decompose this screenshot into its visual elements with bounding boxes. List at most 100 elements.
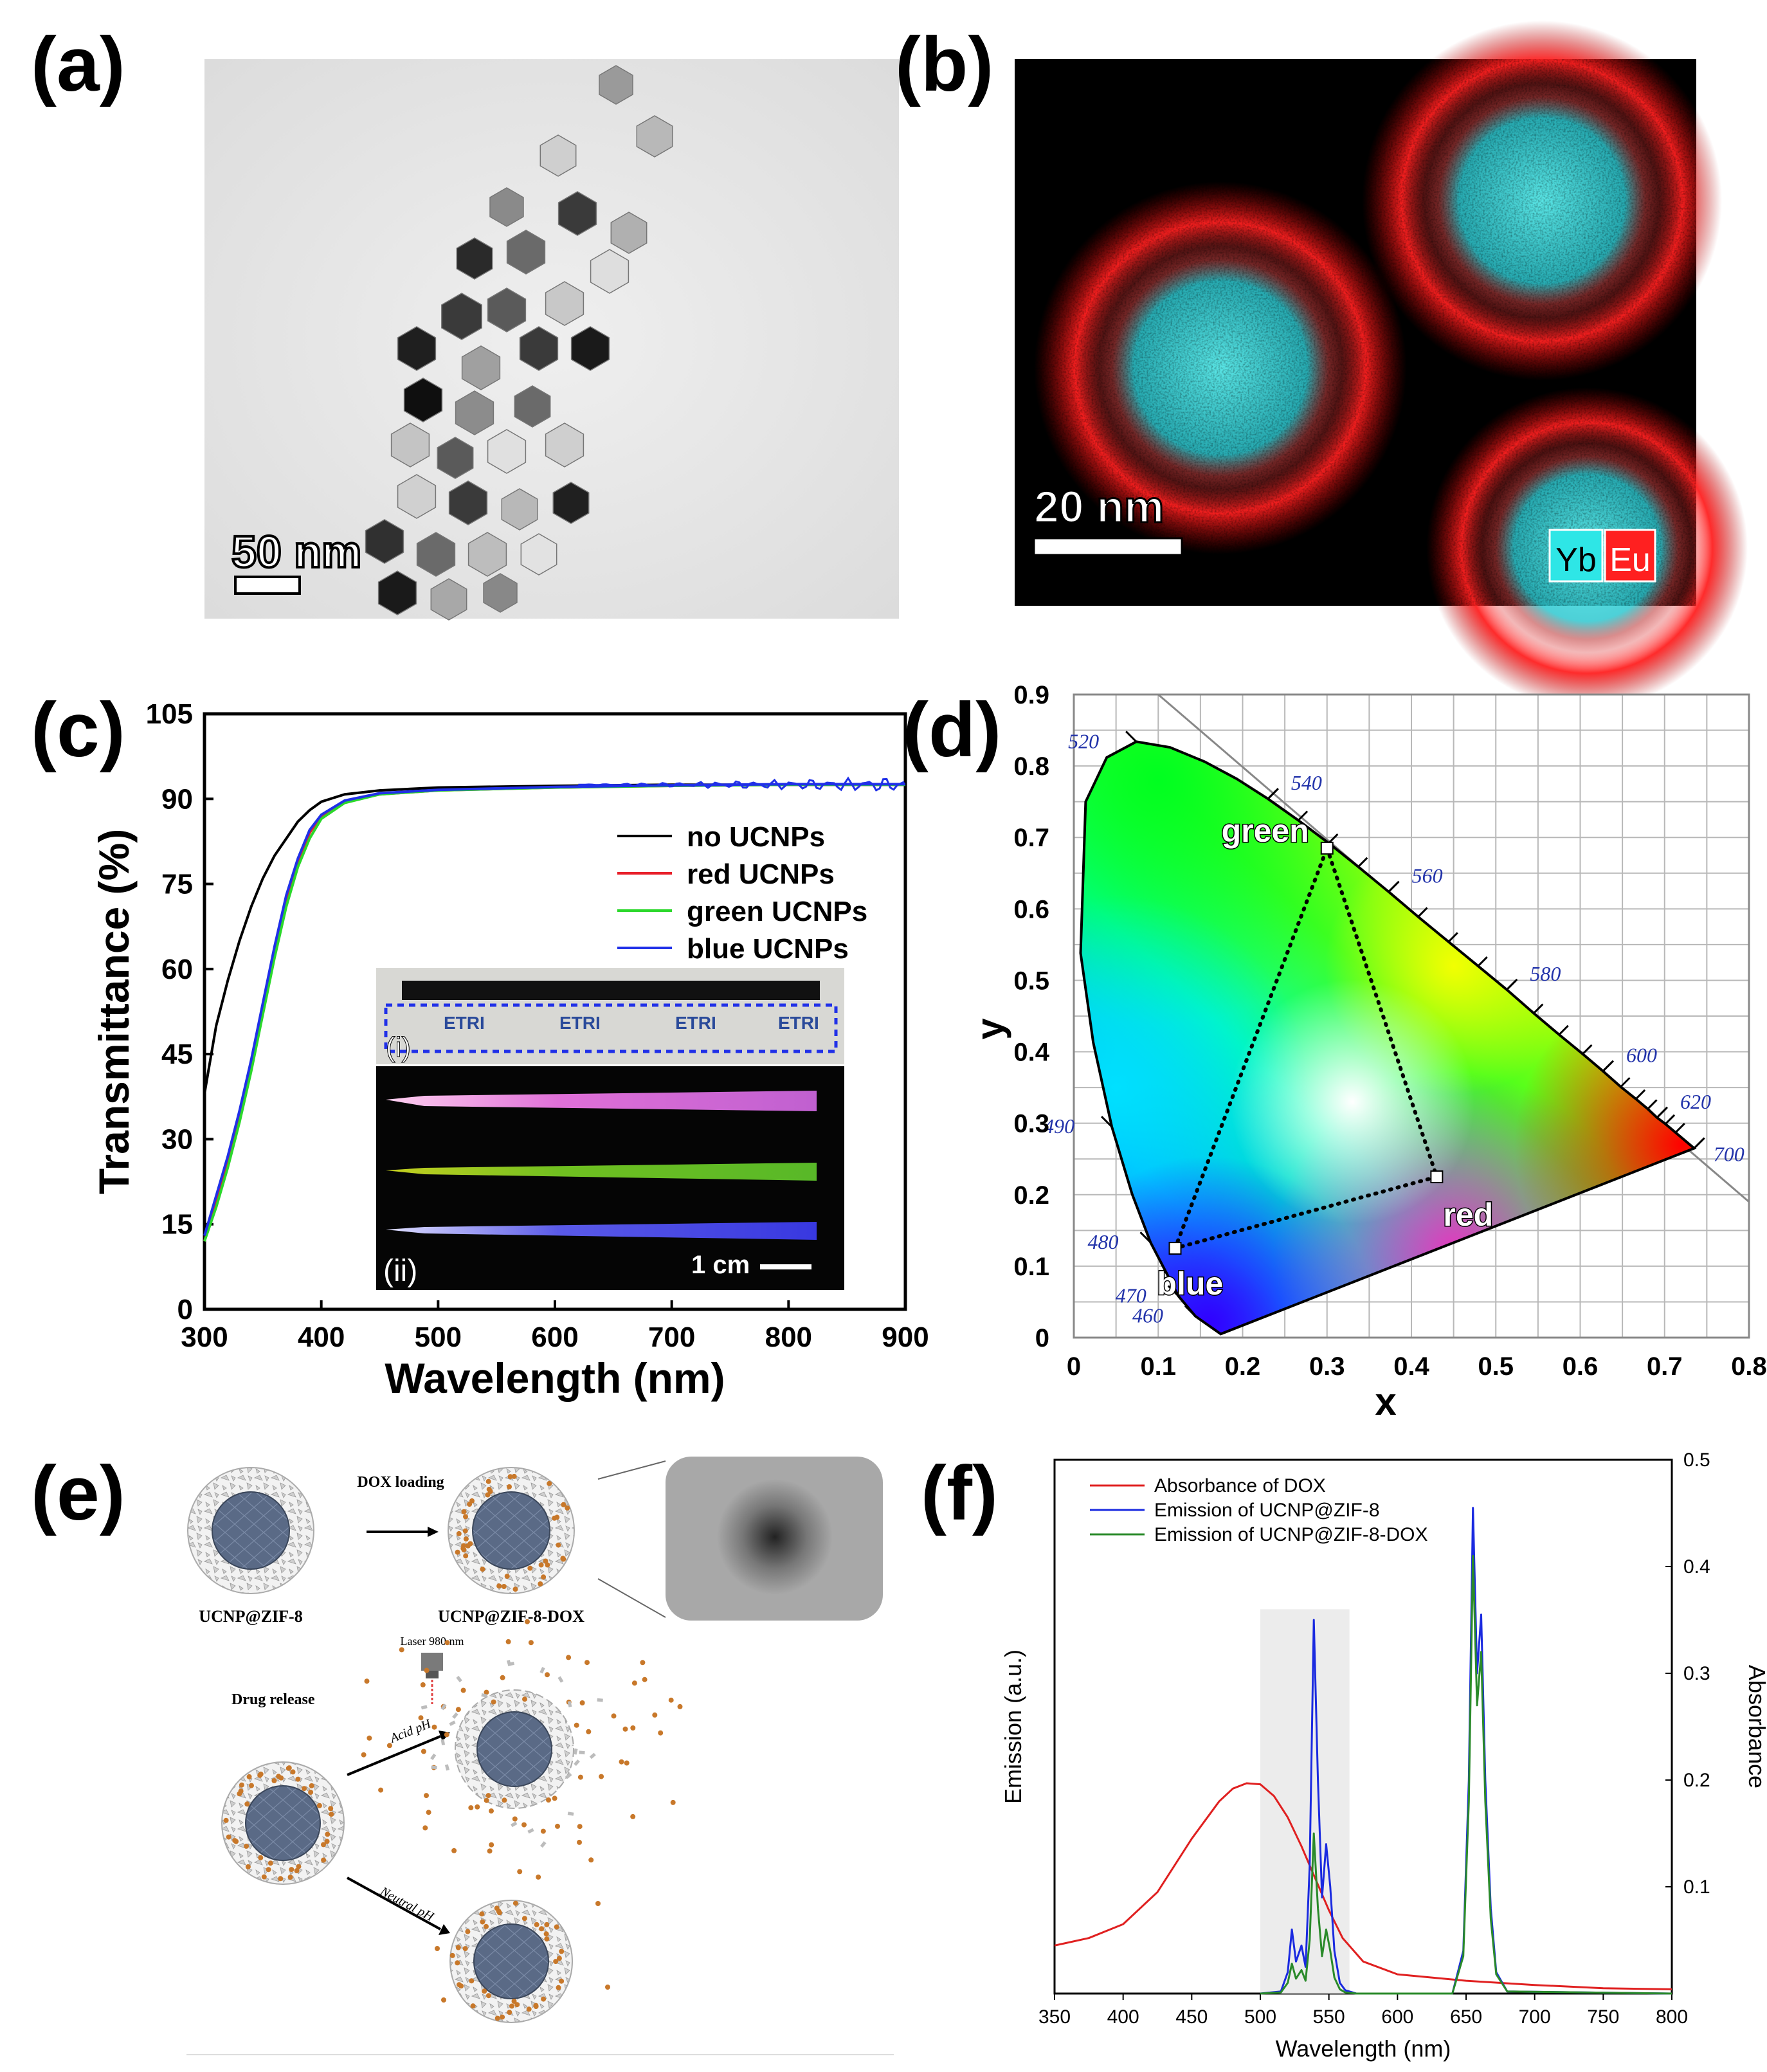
zif-fragment [440,1704,447,1711]
dox-molecule [309,1783,314,1788]
etri-logo-text: ETRI [444,1013,485,1033]
label-laser: Laser 980 nm [401,1635,464,1648]
dox-molecule [658,1730,664,1736]
label-dox-loading: DOX loading [357,1474,444,1491]
wavelength-label: 460 [1132,1304,1163,1327]
dox-molecule [538,1581,543,1586]
dox-molecule [509,2003,514,2009]
inset-label-i: (i) [386,1031,411,1063]
wavelength-label: 620 [1680,1090,1711,1113]
nanocrystal [365,519,404,564]
dox-molecule [540,1828,546,1834]
shaded-band [1260,1609,1350,1994]
wavelength-tick [1125,731,1137,743]
dox-molecule [526,2006,532,2012]
y-tick-label: 0 [177,1294,193,1325]
dox-molecule [577,1824,583,1830]
dox-molecule [588,1857,594,1863]
dox-molecule [500,1675,505,1680]
zif-fragment [579,1750,585,1755]
dox-molecule [489,1842,494,1848]
dox-molecule [544,1922,550,1927]
scale-bar-b-label: 20 nm [1034,482,1164,532]
chart-d-xlabel: x [1375,1380,1396,1423]
nanocrystal [489,187,524,227]
zif-fragment [456,1675,462,1683]
dox-molecule [599,1774,604,1779]
dox-molecule [462,1528,468,1534]
dox-molecule [533,2004,539,2010]
dox-molecule [421,1749,426,1754]
chart-f-emission: 350 400 450 500 550 600 650 700 750 800 0.1 0.2 0.3 0… [1000,1449,1767,2062]
x-tick-label: 400 [1107,2006,1139,2028]
dox-molecule [496,1583,502,1589]
dox-molecule [422,1825,428,1831]
chart-d-frame [1073,693,1750,1339]
dox-molecule [444,1640,450,1646]
dox-molecule [458,1983,464,1989]
y-tick-label: 0.5 [1013,967,1049,995]
dox-molecule [361,1752,367,1758]
zif-fragment [567,1812,574,1816]
dox-molecule [329,1812,334,1817]
nanocrystal [397,326,437,371]
ucnp-zif8-particle [187,1467,314,1594]
dox-molecule [233,1839,239,1844]
dox-molecule [271,1778,277,1783]
dox-molecule [324,1839,330,1844]
y-tick-label: 0.7 [1013,824,1049,852]
dox-molecule [460,1687,466,1693]
dox-molecule [449,1952,455,1958]
point-label-green: green [1222,813,1309,849]
nanocrystal [520,533,557,576]
panel-c-label: (c) [31,687,125,773]
dox-molecule [244,1843,249,1849]
dox-molecule [487,1848,493,1854]
dox-molecule [546,1797,551,1803]
dox-molecule [486,1486,492,1492]
dox-molecule [267,1860,273,1866]
dox-molecule [386,1743,392,1749]
nanocrystal [519,326,559,371]
plateau-noise [578,776,905,792]
dox-molecule [364,1678,370,1684]
dox-molecule [484,1797,489,1803]
x-tick-label: 0.6 [1563,1352,1599,1381]
wavelength-label: 470 [1116,1284,1146,1307]
dox-molecule [547,1480,552,1486]
dox-molecule [287,1875,293,1880]
series-line [1054,1782,1672,1990]
zif-fragment [597,1698,603,1702]
zif-fragment [511,1821,518,1828]
dox-molecule [512,1900,518,1906]
dox-molecule [261,1874,267,1880]
nanocrystal [437,437,474,479]
dox-molecule [289,1867,294,1873]
legend-eu-swatch [1604,529,1656,583]
locus-tick [1602,1061,1613,1072]
dox-molecule [461,1547,467,1552]
dox-molecule [507,1474,513,1480]
dox-molecule [266,1867,271,1873]
dox-molecule [468,1805,474,1811]
dox-molecule [479,1911,485,1917]
dox-molecule [561,1556,566,1562]
dox-molecule [556,1985,561,1990]
dox-molecule [482,1988,487,1994]
y-tick-label: 0 [1035,1324,1049,1352]
zif-fragment [431,1765,437,1770]
dox-molecule [294,1868,300,1873]
y2-tick-label: 0.4 [1683,1556,1710,1577]
nanocrystal [514,385,551,428]
wavelength-label: 560 [1412,864,1443,887]
x-tick-label: 600 [1381,2006,1413,2028]
dox-molecule [494,2015,500,2021]
label-ucnp-zif8: UCNP@ZIF-8 [199,1607,302,1626]
dox-molecule [677,1704,683,1709]
y-tick-label: 75 [161,869,193,900]
dox-molecule [480,1567,485,1572]
dox-molecule [670,1799,676,1805]
point-blue [1168,1242,1182,1255]
dox-molecule [257,1772,263,1778]
wavelength-tick [1139,1231,1152,1244]
